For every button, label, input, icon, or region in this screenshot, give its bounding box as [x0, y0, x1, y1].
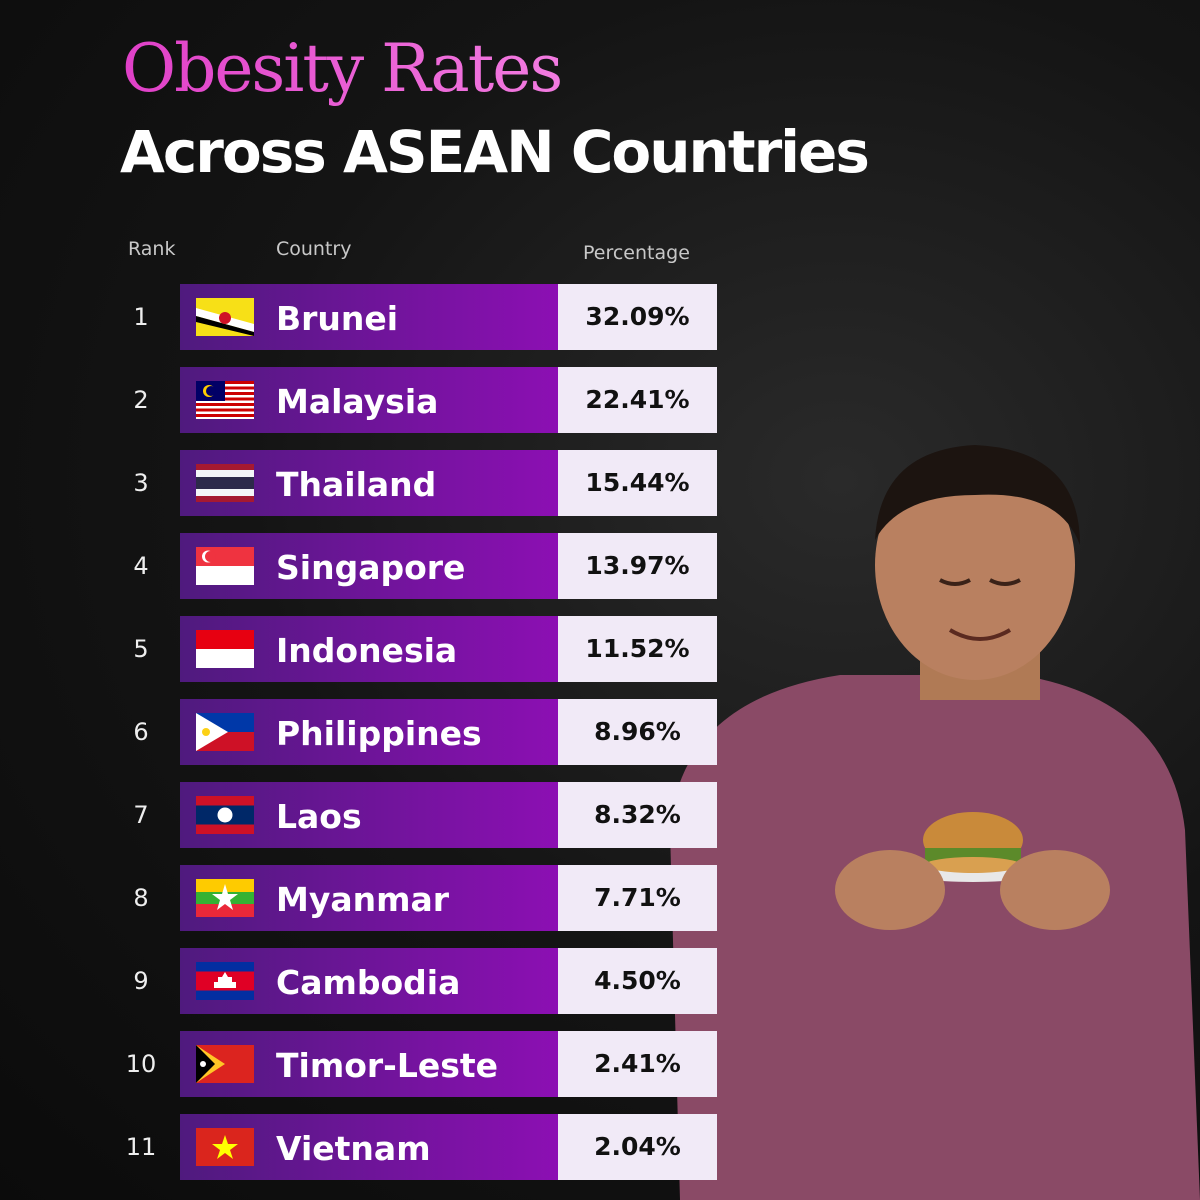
rank: 3 — [133, 469, 149, 497]
country-cell: Cambodia — [180, 948, 558, 1014]
column-header: Rank — [128, 238, 176, 260]
rank: 7 — [133, 801, 149, 829]
percentage: 22.41% — [558, 367, 717, 433]
country-name: Singapore — [276, 548, 466, 587]
table-row: 3 Thailand 15.44% — [0, 450, 720, 516]
country-cell: Vietnam — [180, 1114, 558, 1180]
flag — [196, 630, 254, 668]
country-name: Indonesia — [276, 631, 458, 670]
percentage: 13.97% — [558, 533, 717, 599]
flag — [196, 879, 254, 917]
country-name: Timor-Leste — [276, 1046, 499, 1085]
flag — [196, 962, 254, 1000]
country-cell: Thailand — [180, 450, 558, 516]
country-name: Malaysia — [276, 382, 439, 421]
country-name: Thailand — [276, 465, 437, 504]
percentage: 32.09% — [558, 284, 717, 350]
table-row: 9 Cambodia 4.50% — [0, 948, 720, 1014]
table-row: 11 Vietnam 2.04% — [0, 1114, 720, 1180]
flag — [196, 1045, 254, 1083]
table-row: 7 Laos 8.32% — [0, 782, 720, 848]
subtitle: Across ASEAN Countries — [120, 118, 870, 186]
table-row: 2 Malaysia 22.41% — [0, 367, 720, 433]
flag — [196, 547, 254, 585]
flag — [196, 1128, 254, 1166]
rank: 2 — [133, 386, 149, 414]
flag — [196, 298, 254, 336]
country-cell: Malaysia — [180, 367, 558, 433]
title: Obesity Rates — [122, 30, 563, 107]
percentage: 7.71% — [558, 865, 717, 931]
percentage: 15.44% — [558, 450, 717, 516]
rank: 4 — [133, 552, 149, 580]
percentage: 11.52% — [558, 616, 717, 682]
flag — [196, 713, 254, 751]
percentage: 2.04% — [558, 1114, 717, 1180]
rank: 11 — [125, 1133, 157, 1161]
rank: 8 — [133, 884, 149, 912]
country-cell: Singapore — [180, 533, 558, 599]
rank: 5 — [133, 635, 149, 663]
rank: 1 — [133, 303, 149, 331]
rank: 10 — [125, 1050, 157, 1078]
country-cell: Philippines — [180, 699, 558, 765]
table-row: 8 Myanmar 7.71% — [0, 865, 720, 931]
table-row: 6 Philippines 8.96% — [0, 699, 720, 765]
country-name: Laos — [276, 797, 362, 836]
country-name: Philippines — [276, 714, 482, 753]
country-name: Brunei — [276, 299, 399, 338]
column-header: Country — [276, 238, 352, 260]
flag — [196, 796, 254, 834]
country-cell: Myanmar — [180, 865, 558, 931]
country-cell: Timor-Leste — [180, 1031, 558, 1097]
table-row: 5 Indonesia 11.52% — [0, 616, 720, 682]
country-cell: Laos — [180, 782, 558, 848]
flag — [196, 381, 254, 419]
rank: 6 — [133, 718, 149, 746]
percentage: 8.32% — [558, 782, 717, 848]
country-name: Cambodia — [276, 963, 461, 1002]
percentage: 2.41% — [558, 1031, 717, 1097]
country-cell: Brunei — [180, 284, 558, 350]
country-name: Myanmar — [276, 880, 450, 919]
country-name: Vietnam — [276, 1129, 431, 1168]
table-row: 10 Timor-Leste 2.41% — [0, 1031, 720, 1097]
person-illustration — [670, 445, 1200, 1200]
column-header: Percentage — [583, 242, 690, 264]
percentage: 4.50% — [558, 948, 717, 1014]
rank: 9 — [133, 967, 149, 995]
table-row: 1 Brunei 32.09% — [0, 284, 720, 350]
table-row: 4 Singapore 13.97% — [0, 533, 720, 599]
flag — [196, 464, 254, 502]
percentage: 8.96% — [558, 699, 717, 765]
country-cell: Indonesia — [180, 616, 558, 682]
